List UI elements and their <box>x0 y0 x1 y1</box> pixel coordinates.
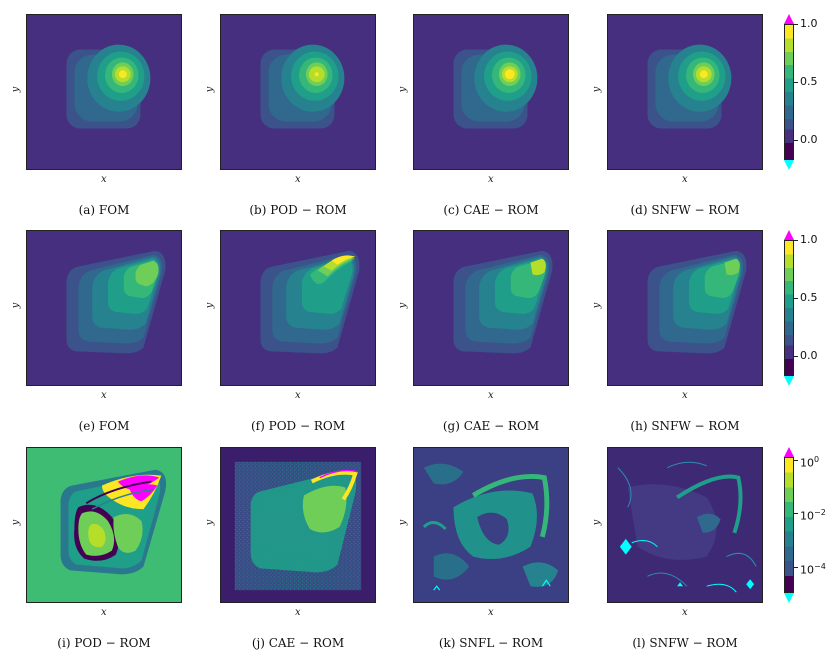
caption-j: (j) CAE − ROM <box>251 636 345 650</box>
y-axis-label: y <box>10 519 22 526</box>
panel-g-cae-rom <box>413 230 569 386</box>
contour-plot <box>608 231 762 385</box>
colorbar-over-triangle <box>784 447 794 457</box>
colorbar-under-triangle <box>784 593 794 603</box>
colorbar-tick-label: 0.5 <box>800 75 818 88</box>
x-axis-label: x <box>101 607 107 618</box>
y-axis-label: y <box>10 302 22 309</box>
x-axis-label: x <box>295 390 301 401</box>
y-axis-label: y <box>397 519 409 526</box>
caption-i: (i) POD − ROM <box>57 636 151 650</box>
panel-l-snfw-rom-error <box>607 447 763 603</box>
y-axis-label: y <box>591 302 603 309</box>
panel-h-snfw-rom <box>607 230 763 386</box>
panel-k-snfl-rom-error <box>413 447 569 603</box>
colorbar-tick-label: 0.0 <box>800 349 818 362</box>
colorbar-tick-label: 0.0 <box>800 133 818 146</box>
y-axis-label: y <box>204 519 216 526</box>
y-axis-label: y <box>10 86 22 93</box>
x-axis-label: x <box>295 174 301 185</box>
contour-plot <box>608 15 762 169</box>
colorbar-tick-label: 1.0 <box>800 17 818 30</box>
y-axis-label: y <box>591 86 603 93</box>
contour-plot <box>221 231 375 385</box>
x-axis-label: x <box>682 174 688 185</box>
contour-plot <box>221 15 375 169</box>
caption-a: (a) FOM <box>78 203 130 217</box>
x-axis-label: x <box>101 390 107 401</box>
panel-c-cae-rom <box>413 14 569 170</box>
y-axis-label: y <box>397 302 409 309</box>
colorbar-tick-label: 100 <box>800 455 820 470</box>
error-plot <box>27 448 181 602</box>
caption-k: (k) SNFL − ROM <box>438 636 544 650</box>
contour-plot <box>27 15 181 169</box>
y-axis-label: y <box>397 86 409 93</box>
colorbar-under-triangle <box>784 160 794 170</box>
contour-plot <box>414 15 568 169</box>
caption-e: (e) FOM <box>78 419 130 433</box>
x-axis-label: x <box>682 390 688 401</box>
panel-f-pod-rom <box>220 230 376 386</box>
contour-plot <box>27 231 181 385</box>
panel-a-fom <box>26 14 182 170</box>
colorbar-tick <box>794 240 798 241</box>
error-plot <box>221 448 375 602</box>
panel-d-snfw-rom <box>607 14 763 170</box>
panel-i-pod-rom-error <box>26 447 182 603</box>
colorbar <box>784 240 794 376</box>
x-axis-label: x <box>488 174 494 185</box>
colorbar-tick <box>794 567 798 568</box>
x-axis-label: x <box>488 390 494 401</box>
colorbar-tick <box>794 356 798 357</box>
x-axis-label: x <box>682 607 688 618</box>
caption-f: (f) POD − ROM <box>251 419 345 433</box>
colorbar-over-triangle <box>784 230 794 240</box>
y-axis-label: y <box>204 86 216 93</box>
caption-g: (g) CAE − ROM <box>442 419 540 433</box>
panel-j-cae-rom-error <box>220 447 376 603</box>
colorbar-tick <box>794 460 798 461</box>
colorbar-tick <box>794 298 798 299</box>
colorbar-tick <box>794 82 798 83</box>
contour-plot <box>414 231 568 385</box>
x-axis-label: x <box>488 607 494 618</box>
colorbar-under-triangle <box>784 376 794 386</box>
colorbar-tick <box>794 513 798 514</box>
colorbar-tick <box>794 24 798 25</box>
colorbar-over-triangle <box>784 14 794 24</box>
colorbar-tick-label: 0.5 <box>800 291 818 304</box>
x-axis-label: x <box>101 174 107 185</box>
colorbar-tick <box>794 140 798 141</box>
caption-b: (b) POD − ROM <box>249 203 347 217</box>
caption-l: (l) SNFW − ROM <box>632 636 738 650</box>
colorbar-tick-label: 10−2 <box>800 508 826 523</box>
colorbar <box>784 24 794 160</box>
colorbar-tick-label: 10−4 <box>800 562 826 577</box>
y-axis-label: y <box>204 302 216 309</box>
caption-d: (d) SNFW − ROM <box>630 203 740 217</box>
panel-b-pod-rom <box>220 14 376 170</box>
colorbar <box>784 457 794 593</box>
caption-h: (h) SNFW − ROM <box>630 419 740 433</box>
y-axis-label: y <box>591 519 603 526</box>
colorbar-tick-label: 1.0 <box>800 233 818 246</box>
error-plot <box>414 448 568 602</box>
x-axis-label: x <box>295 607 301 618</box>
error-plot <box>608 448 762 602</box>
caption-c: (c) CAE − ROM <box>443 203 539 217</box>
panel-e-fom <box>26 230 182 386</box>
